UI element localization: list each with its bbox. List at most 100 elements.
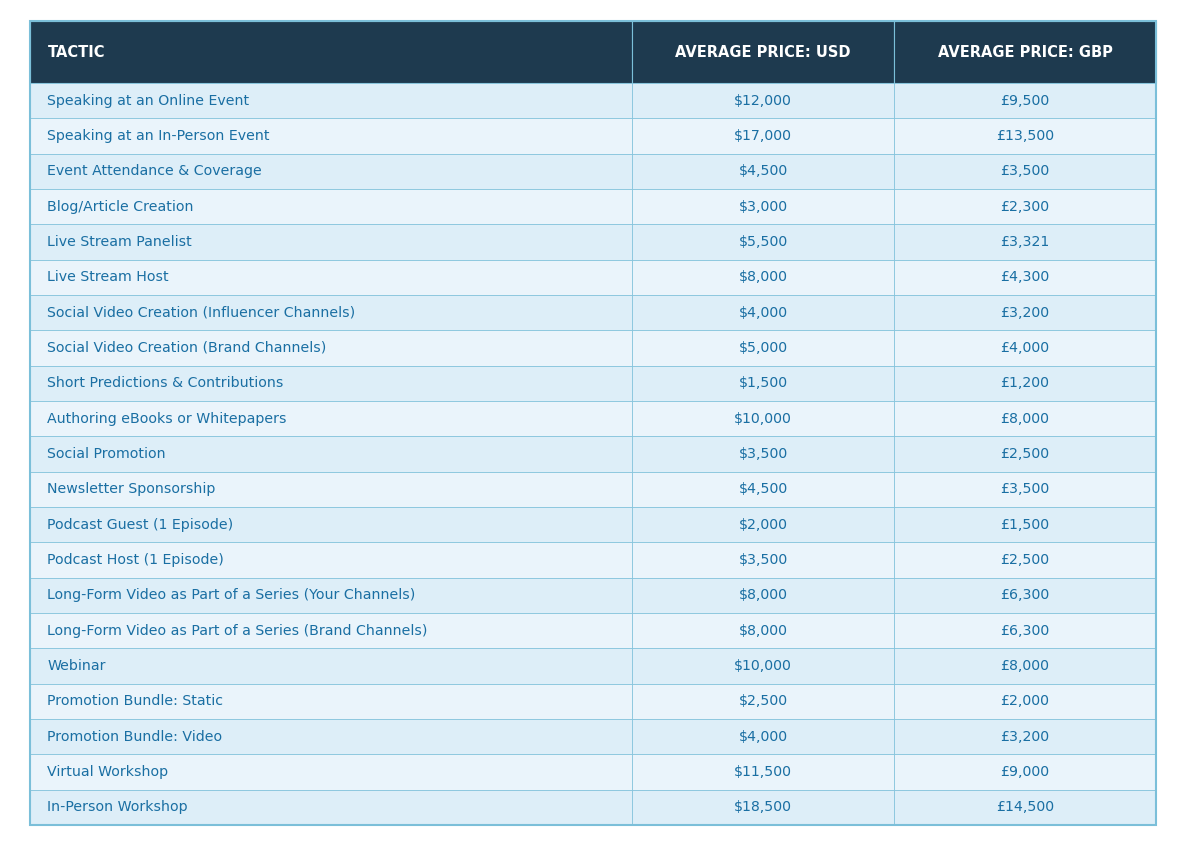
Text: £8,000: £8,000 xyxy=(1001,411,1050,426)
Bar xyxy=(894,507,1156,542)
Text: £6,300: £6,300 xyxy=(1001,588,1050,602)
Text: Webinar: Webinar xyxy=(47,659,106,673)
Text: $2,500: $2,500 xyxy=(739,695,788,708)
Bar xyxy=(632,507,894,542)
Bar xyxy=(632,365,894,401)
Text: Newsletter Sponsorship: Newsletter Sponsorship xyxy=(47,482,216,497)
Text: Speaking at an In-Person Event: Speaking at an In-Person Event xyxy=(47,129,270,143)
Bar xyxy=(632,789,894,825)
Text: TACTIC: TACTIC xyxy=(47,45,104,59)
Bar xyxy=(894,154,1156,189)
Text: £1,500: £1,500 xyxy=(1001,518,1050,531)
Bar xyxy=(30,648,632,684)
Text: £9,500: £9,500 xyxy=(1001,94,1050,107)
Bar xyxy=(894,719,1156,754)
Bar xyxy=(894,401,1156,437)
Text: $8,000: $8,000 xyxy=(739,588,788,602)
Bar xyxy=(632,189,894,224)
Text: Live Stream Host: Live Stream Host xyxy=(47,270,170,284)
Text: $3,000: $3,000 xyxy=(739,200,788,213)
Bar xyxy=(30,83,632,118)
Text: $10,000: $10,000 xyxy=(734,659,792,673)
Bar xyxy=(894,330,1156,365)
Text: $4,000: $4,000 xyxy=(739,729,788,744)
Bar xyxy=(894,118,1156,154)
Text: $4,000: $4,000 xyxy=(739,305,788,320)
Bar xyxy=(632,21,894,83)
Text: £3,200: £3,200 xyxy=(1001,729,1050,744)
Text: Short Predictions & Contributions: Short Predictions & Contributions xyxy=(47,376,283,390)
Bar xyxy=(30,471,632,507)
Text: £2,300: £2,300 xyxy=(1001,200,1050,213)
Text: Long-Form Video as Part of a Series (Your Channels): Long-Form Video as Part of a Series (You… xyxy=(47,588,415,602)
Bar xyxy=(30,21,632,83)
Bar xyxy=(894,260,1156,295)
Text: Podcast Host (1 Episode): Podcast Host (1 Episode) xyxy=(47,553,224,567)
Text: £8,000: £8,000 xyxy=(1001,659,1050,673)
Text: $18,500: $18,500 xyxy=(734,800,792,814)
Bar xyxy=(30,365,632,401)
Bar xyxy=(30,260,632,295)
Bar xyxy=(894,295,1156,330)
Text: Social Video Creation (Influencer Channels): Social Video Creation (Influencer Channe… xyxy=(47,305,356,320)
Text: $8,000: $8,000 xyxy=(739,624,788,638)
Text: Promotion Bundle: Static: Promotion Bundle: Static xyxy=(47,695,223,708)
Text: £4,300: £4,300 xyxy=(1001,270,1050,284)
Bar xyxy=(894,437,1156,471)
Bar xyxy=(632,224,894,260)
Bar xyxy=(30,719,632,754)
Bar xyxy=(30,613,632,648)
Bar xyxy=(894,189,1156,224)
Text: Virtual Workshop: Virtual Workshop xyxy=(47,765,168,779)
Text: £13,500: £13,500 xyxy=(996,129,1054,143)
Text: Promotion Bundle: Video: Promotion Bundle: Video xyxy=(47,729,223,744)
Text: $1,500: $1,500 xyxy=(739,376,788,390)
Text: Live Stream Panelist: Live Stream Panelist xyxy=(47,235,192,249)
Text: £2,000: £2,000 xyxy=(1001,695,1050,708)
Text: Long-Form Video as Part of a Series (Brand Channels): Long-Form Video as Part of a Series (Bra… xyxy=(47,624,428,638)
Text: $11,500: $11,500 xyxy=(734,765,792,779)
Text: Blog/Article Creation: Blog/Article Creation xyxy=(47,200,195,213)
Text: $17,000: $17,000 xyxy=(734,129,792,143)
Text: £2,500: £2,500 xyxy=(1001,447,1050,461)
Bar xyxy=(632,83,894,118)
Bar xyxy=(894,789,1156,825)
Bar xyxy=(632,754,894,789)
Text: Podcast Guest (1 Episode): Podcast Guest (1 Episode) xyxy=(47,518,234,531)
Bar xyxy=(30,401,632,437)
Bar xyxy=(632,648,894,684)
Bar xyxy=(30,330,632,365)
Bar xyxy=(632,578,894,613)
Bar xyxy=(894,83,1156,118)
Bar xyxy=(632,260,894,295)
Bar xyxy=(30,154,632,189)
Bar xyxy=(894,613,1156,648)
Text: £3,500: £3,500 xyxy=(1001,482,1050,497)
Bar xyxy=(632,118,894,154)
Text: $2,000: $2,000 xyxy=(739,518,788,531)
Text: AVERAGE PRICE: USD: AVERAGE PRICE: USD xyxy=(675,45,850,59)
Text: $3,500: $3,500 xyxy=(739,553,788,567)
Bar xyxy=(30,684,632,719)
Text: $5,500: $5,500 xyxy=(739,235,788,249)
Text: Social Promotion: Social Promotion xyxy=(47,447,166,461)
Bar xyxy=(894,754,1156,789)
Text: Authoring eBooks or Whitepapers: Authoring eBooks or Whitepapers xyxy=(47,411,287,426)
Text: Event Attendance & Coverage: Event Attendance & Coverage xyxy=(47,164,262,179)
Text: £6,300: £6,300 xyxy=(1001,624,1050,638)
Bar xyxy=(30,578,632,613)
Text: £2,500: £2,500 xyxy=(1001,553,1050,567)
Bar xyxy=(632,613,894,648)
Bar xyxy=(632,437,894,471)
Bar xyxy=(632,471,894,507)
Bar xyxy=(632,295,894,330)
Text: AVERAGE PRICE: GBP: AVERAGE PRICE: GBP xyxy=(938,45,1112,59)
Text: Social Video Creation (Brand Channels): Social Video Creation (Brand Channels) xyxy=(47,341,326,354)
Bar xyxy=(632,330,894,365)
Text: £1,200: £1,200 xyxy=(1001,376,1050,390)
Text: $4,500: $4,500 xyxy=(739,164,788,179)
Bar xyxy=(30,224,632,260)
Text: $5,000: $5,000 xyxy=(739,341,788,354)
Bar xyxy=(30,789,632,825)
Bar xyxy=(894,684,1156,719)
